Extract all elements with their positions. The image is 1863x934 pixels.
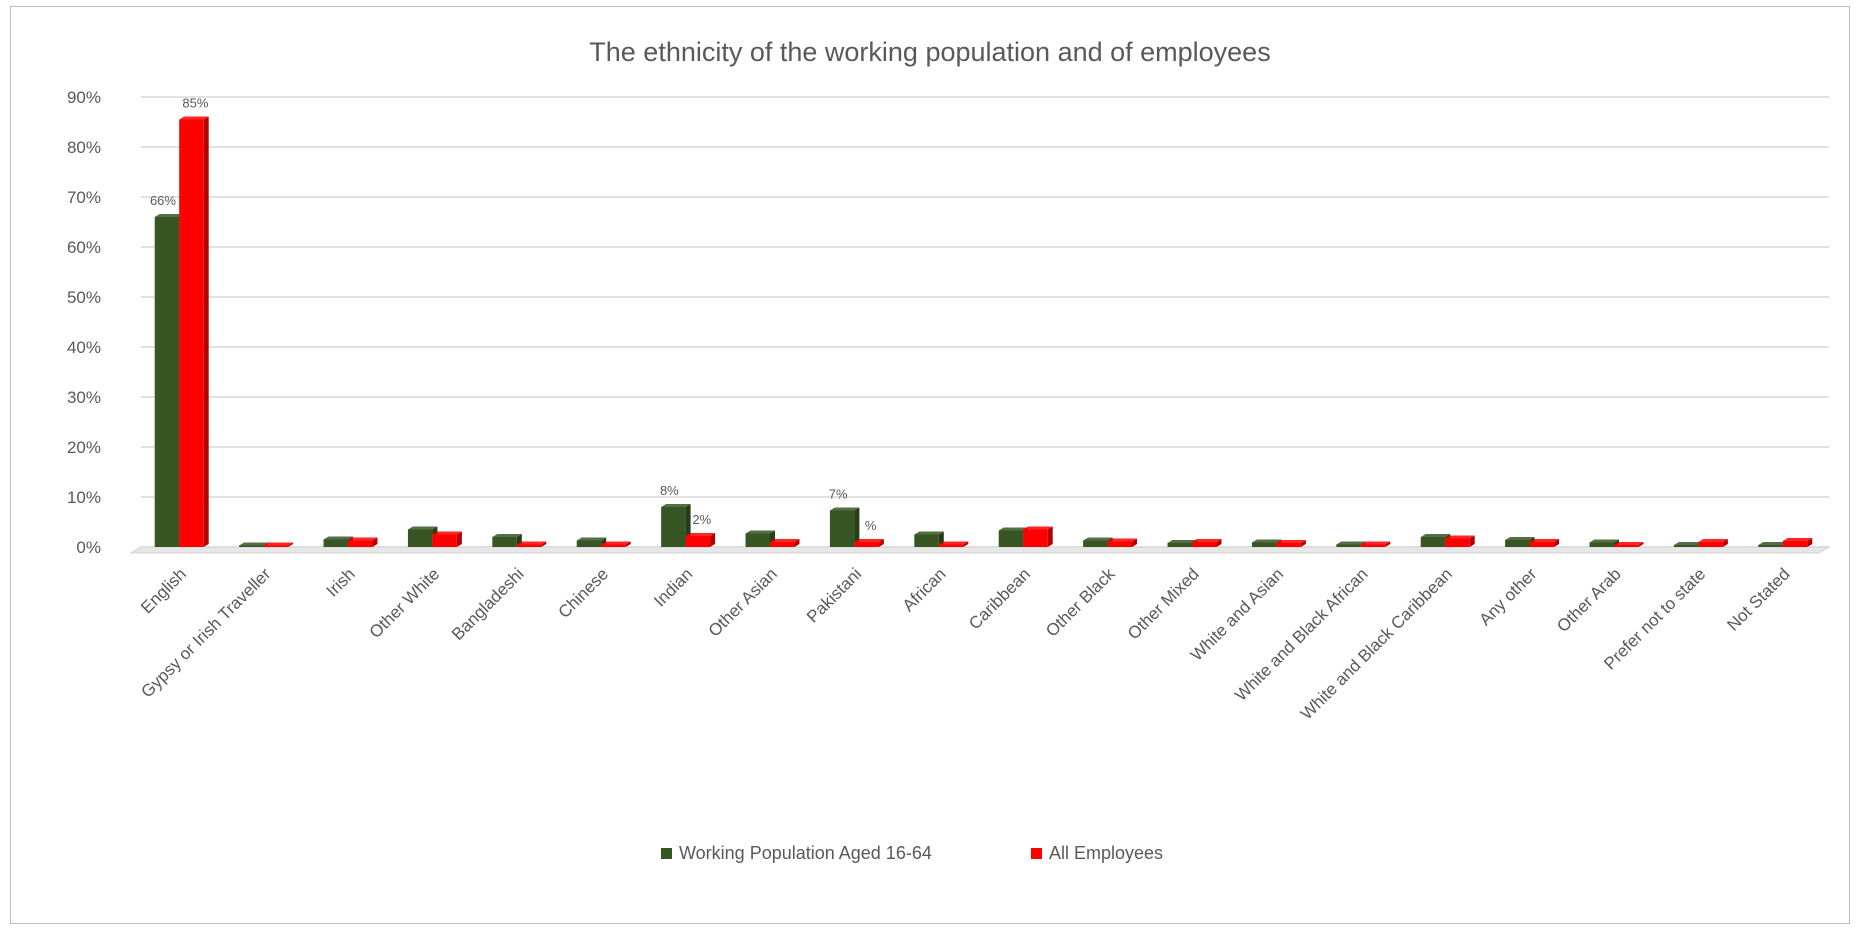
chart-title: The ethnicity of the working population … bbox=[589, 37, 1270, 67]
y-axis: 0% 10% 20% 30% 40% 50% 60% 70% 80% 90% bbox=[67, 88, 101, 557]
bar-all-employees bbox=[263, 542, 294, 547]
bar-all-employees bbox=[1445, 535, 1475, 547]
chart-floor bbox=[129, 546, 1831, 554]
bar-working-population bbox=[829, 507, 860, 547]
x-tick-label: Any other bbox=[1476, 564, 1541, 629]
bar-all-employees bbox=[601, 541, 631, 547]
x-tick-label: White and Black Caribbean bbox=[1297, 564, 1456, 723]
data-label: 85% bbox=[182, 96, 208, 111]
y-tick-label: 50% bbox=[67, 288, 101, 307]
x-tick-label: English bbox=[137, 564, 190, 617]
x-tick-label: Bangladeshi bbox=[448, 564, 528, 644]
bar-all-employees bbox=[516, 541, 547, 547]
bar-all-employees bbox=[1192, 539, 1222, 547]
bar-all-employees bbox=[770, 539, 800, 547]
legend: Working Population Aged 16-64 All Employe… bbox=[661, 843, 1163, 863]
data-label: 66% bbox=[150, 193, 176, 208]
x-tick-label: Other White bbox=[366, 564, 444, 642]
y-tick-label: 60% bbox=[67, 238, 101, 257]
legend-swatch bbox=[661, 848, 672, 859]
bar-all-employees bbox=[1276, 540, 1306, 547]
bar-all-employees bbox=[1614, 542, 1644, 547]
x-tick-label: Pakistani bbox=[803, 564, 865, 626]
x-tick-label: Other Mixed bbox=[1124, 564, 1203, 643]
bar-all-employees bbox=[348, 537, 378, 547]
bar-all-employees bbox=[179, 116, 209, 547]
x-tick-label: Indian bbox=[650, 564, 696, 610]
data-label: 2% bbox=[692, 512, 711, 527]
x-tick-label: Other Asian bbox=[705, 564, 781, 640]
bar-all-employees bbox=[1360, 541, 1391, 547]
bar-all-employees bbox=[685, 533, 716, 547]
y-tick-label: 70% bbox=[67, 188, 101, 207]
y-tick-label: 0% bbox=[76, 538, 101, 557]
data-label: % bbox=[865, 518, 877, 533]
bars: 66% 8% 7% 85% 2%% bbox=[150, 96, 1813, 547]
bar-all-employees bbox=[1529, 539, 1560, 547]
x-tick-label: Other Arab bbox=[1553, 564, 1625, 636]
y-tick-label: 90% bbox=[67, 88, 101, 107]
x-tick-label: African bbox=[899, 564, 950, 615]
x-tick-label: Caribbean bbox=[965, 564, 1034, 633]
y-tick-label: 80% bbox=[67, 138, 101, 157]
gridlines bbox=[129, 96, 1831, 554]
bar-all-employees bbox=[1782, 538, 1813, 547]
x-tick-label: Other Black bbox=[1042, 564, 1119, 641]
bar-chart: The ethnicity of the working population … bbox=[67, 37, 1831, 863]
y-tick-label: 40% bbox=[67, 338, 101, 357]
y-tick-label: 10% bbox=[67, 488, 101, 507]
y-tick-label: 20% bbox=[67, 438, 101, 457]
x-tick-label: Chinese bbox=[554, 564, 612, 622]
data-label: 8% bbox=[660, 483, 679, 498]
y-tick-label: 30% bbox=[67, 388, 101, 407]
bar-all-employees bbox=[432, 531, 462, 547]
legend-swatch bbox=[1031, 848, 1042, 859]
bar-all-employees bbox=[1107, 538, 1138, 547]
chart-frame: The ethnicity of the working population … bbox=[10, 6, 1850, 924]
legend-label: All Employees bbox=[1049, 843, 1163, 863]
x-tick-label: Not Stated bbox=[1723, 564, 1793, 634]
bar-all-employees bbox=[938, 541, 969, 547]
legend-label: Working Population Aged 16-64 bbox=[679, 843, 932, 863]
x-tick-label: Irish bbox=[323, 564, 359, 600]
bar-working-population bbox=[914, 531, 944, 547]
bar-all-employees bbox=[1023, 526, 1053, 547]
data-label: 7% bbox=[829, 487, 848, 502]
bar-all-employees bbox=[854, 539, 884, 547]
bar-all-employees bbox=[1698, 539, 1728, 547]
